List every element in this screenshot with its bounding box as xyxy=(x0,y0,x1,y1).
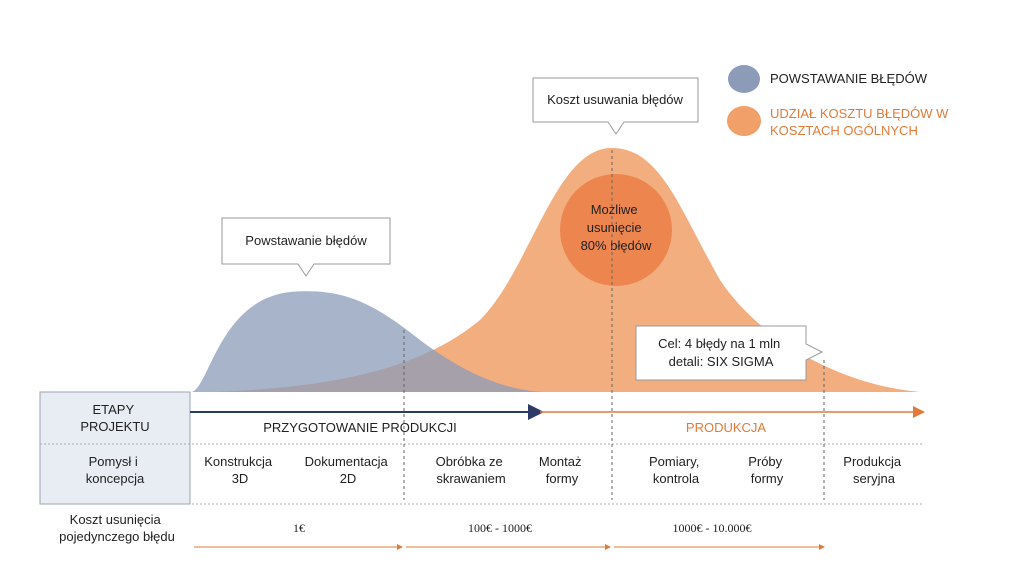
cost-row-header: Koszt usunięcia pojedynczego błędu xyxy=(59,512,175,544)
cost-value-1: 1€ xyxy=(293,521,305,535)
step-mold-trials: Próby formy xyxy=(748,454,786,486)
step-idea: Pomysł i koncepcja xyxy=(86,454,145,486)
blue-blob-icon xyxy=(728,65,760,93)
stage-header-box xyxy=(39,391,191,505)
circle-text: Możliwe usunięcie 80% błędów xyxy=(581,202,652,253)
blue-error-curve xyxy=(192,291,545,392)
step-mold-assembly: Montaż formy xyxy=(539,454,585,486)
callout-cost-removal-box xyxy=(532,77,699,135)
callout-error-creation-box xyxy=(221,217,391,277)
callout-cost-removal-text: Koszt usuwania błędów xyxy=(547,92,683,107)
step-construction-3d: Konstrukcja 3D xyxy=(204,454,276,486)
step-measurement: Pomiary, kontrola xyxy=(649,454,703,486)
step-machining: Obróbka ze skrawaniem xyxy=(436,454,507,486)
callout-six-sigma-box xyxy=(635,325,824,381)
cost-value-2: 100€ - 1000€ xyxy=(468,521,532,535)
legend-label-cost-share: UDZIAŁ KOSZTU BŁĘDÓW W KOSZTACH OGÓLNYCH xyxy=(770,106,952,138)
cost-value-3: 1000€ - 10.000€ xyxy=(673,521,752,535)
step-documentation-2d: Dokumentacja 2D xyxy=(305,454,392,486)
stage-header-text: ETAPY PROJEKTU xyxy=(80,402,149,434)
step-serial-production: Produkcja seryjna xyxy=(843,454,904,486)
phase-prod-label: PRODUKCJA xyxy=(686,420,767,435)
orange-blob-icon xyxy=(727,106,761,136)
phase-prep-label: PRZYGOTOWANIE PRODUKCJI xyxy=(263,420,457,435)
removal-circle xyxy=(560,174,672,286)
callout-error-creation-text: Powstawanie błędów xyxy=(245,233,367,248)
callout-six-sigma-text: Cel: 4 błędy na 1 mln detali: SIX SIGMA xyxy=(658,336,784,369)
legend-label-errors: POWSTAWANIE BŁĘDÓW xyxy=(770,71,928,86)
